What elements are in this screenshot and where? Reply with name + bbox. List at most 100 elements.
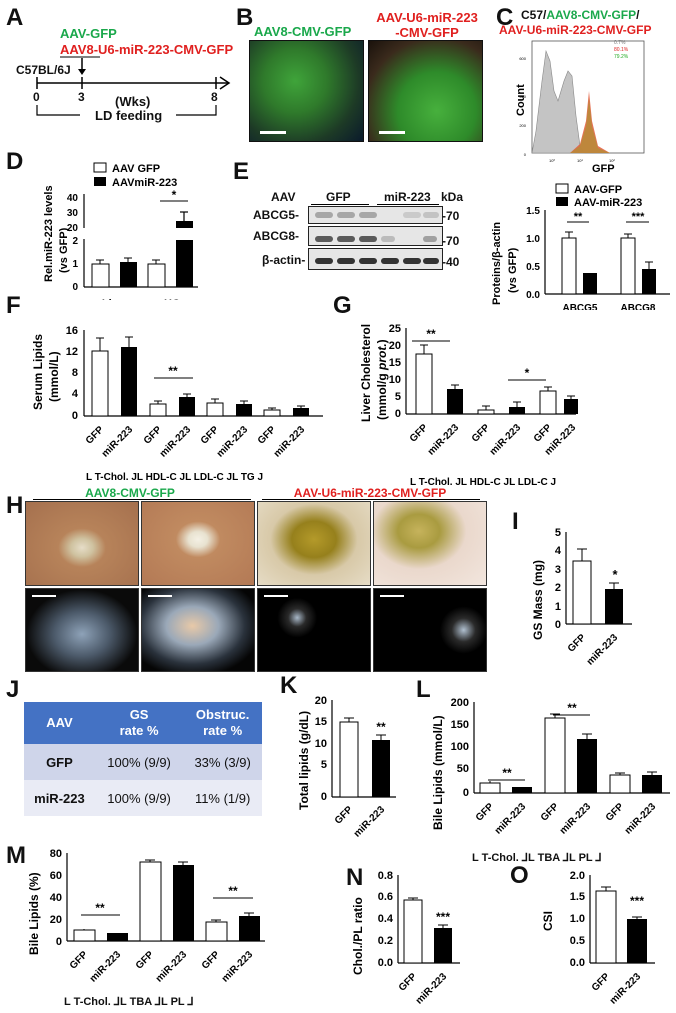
svg-text:80: 80 — [50, 848, 62, 860]
svg-text:400: 400 — [519, 94, 526, 99]
svg-text:**: ** — [376, 720, 386, 734]
title-gfp: AAV8-CMV-GFP — [546, 8, 637, 22]
svg-text:GFP: GFP — [333, 804, 356, 827]
svg-text:12: 12 — [66, 346, 78, 358]
svg-text:miR-223: miR-223 — [215, 424, 251, 460]
svg-text:GFP: GFP — [474, 801, 497, 824]
svg-text:15: 15 — [389, 357, 401, 369]
svg-text:**: ** — [228, 884, 238, 898]
panel-label-k: K — [280, 672, 298, 699]
svg-text:2.0: 2.0 — [570, 870, 585, 882]
svg-text:0: 0 — [463, 787, 469, 799]
svg-text:(mmol/g prot.): (mmol/g prot.) — [375, 339, 389, 420]
header-text: rate % — [203, 723, 243, 738]
svg-text:2: 2 — [555, 582, 561, 594]
header-text: GS — [129, 707, 149, 722]
panel-label-l: L — [416, 676, 431, 703]
svg-text:10: 10 — [389, 374, 401, 386]
unit-label: (Wks) — [115, 94, 151, 109]
svg-text:16: 16 — [66, 325, 78, 337]
svg-text:Liver Cholesterol: Liver Cholesterol — [359, 324, 373, 422]
gallbladder-photo-gfp-1 — [25, 501, 139, 586]
treatment-label-mir223: AAV8-U6-miR-223-CMV-GFP — [60, 42, 234, 57]
svg-text:1.5: 1.5 — [526, 206, 540, 217]
panel-label-e: E — [233, 158, 250, 185]
svg-text:0: 0 — [555, 619, 561, 631]
timeline-diagram — [36, 56, 231, 116]
svg-text:10¹: 10¹ — [577, 158, 583, 163]
image-title-line2: -CMV-GFP — [395, 25, 459, 40]
chart-g: Liver Cholesterol (mmol/g prot.) 25 20 1… — [359, 323, 578, 488]
svg-text:miR-223: miR-223 — [623, 801, 659, 837]
svg-text:GFP: GFP — [590, 971, 613, 994]
svg-text:1.0: 1.0 — [526, 234, 540, 245]
svg-text:15: 15 — [315, 716, 327, 728]
chart-o: CSI 2.0 1.5 1.0 0.5 0.0 *** GFP miR-223 — [541, 870, 655, 1007]
panel-label-n: N — [346, 864, 364, 891]
panel-label-i: I — [512, 508, 519, 535]
svg-text:ABCG5: ABCG5 — [562, 303, 597, 310]
svg-text:ABCG8: ABCG8 — [620, 303, 655, 310]
svg-text:Liver: Liver — [102, 298, 129, 300]
svg-text:0.5: 0.5 — [570, 935, 585, 947]
photo-group-gfp: AAV8-CMV-GFP — [85, 486, 175, 500]
svg-text:20: 20 — [50, 914, 62, 926]
svg-text:1.5: 1.5 — [570, 891, 585, 903]
svg-text:0.8: 0.8 — [378, 870, 393, 882]
svg-text:GFP: GFP — [134, 949, 157, 972]
panel-label-c: C — [496, 4, 514, 31]
svg-text:AAV GFP: AAV GFP — [112, 163, 160, 175]
table-cell: 11% (1/9) — [183, 780, 262, 816]
blot-header: AAV — [271, 190, 296, 204]
flow-title-line2: AAV-U6-miR-223-CMV-GFP — [499, 23, 652, 37]
blot-group-gfp: GFP — [326, 190, 351, 204]
svg-text:1: 1 — [555, 601, 561, 613]
svg-text:**: ** — [574, 211, 583, 223]
header-obstruc-rate: Obstruc. rate % — [183, 702, 262, 744]
svg-text:1.0: 1.0 — [570, 913, 585, 925]
gallbladder-photo-gfp-2 — [141, 501, 255, 586]
svg-text:GFP: GFP — [199, 424, 222, 447]
group-underline — [33, 499, 251, 500]
svg-text:0.0: 0.0 — [378, 957, 393, 969]
feeding-label: LD feeding — [95, 108, 163, 123]
chart-m: Bile Lipids (%) 80 60 40 20 0 ** ** GFP … — [27, 848, 265, 985]
panel-label-m: M — [6, 842, 26, 869]
svg-text:(vs GFP): (vs GFP) — [58, 227, 70, 273]
header-text: Obstruc. — [195, 707, 250, 722]
svg-text:GFP: GFP — [566, 632, 589, 655]
svg-text:40: 40 — [67, 193, 79, 204]
header-text: rate % — [119, 723, 159, 738]
microscopy-image-mir223 — [368, 40, 483, 142]
svg-text:**: ** — [95, 901, 105, 915]
svg-text:miR-223: miR-223 — [100, 424, 136, 460]
svg-text:0.6: 0.6 — [378, 891, 393, 903]
svg-text:miR-223: miR-223 — [88, 949, 124, 985]
image-title-gfp: AAV8-CMV-GFP — [254, 24, 352, 39]
svg-text:miR-223: miR-223 — [414, 971, 450, 1007]
svg-text:0.2: 0.2 — [378, 935, 393, 947]
panel-label-h: H — [6, 492, 24, 519]
svg-text:Rel.miR-223 levels: Rel.miR-223 levels — [43, 185, 55, 282]
panel-label-o: O — [510, 862, 529, 889]
header-text: AAV — [46, 715, 73, 730]
flow-histogram: 0 200 400 600 10⁰ 10¹ 10² GFP Count — [515, 40, 645, 175]
marker-70: -70 — [442, 209, 460, 223]
crystal-micrograph-gfp-1 — [25, 588, 139, 672]
crystal-micrograph-mir223-2 — [373, 588, 487, 672]
svg-text:0.4: 0.4 — [378, 913, 394, 925]
svg-text:100: 100 — [451, 741, 469, 753]
chart-n: Chol./PL ratio 0.8 0.6 0.4 0.2 0.0 *** G… — [351, 870, 460, 1007]
svg-text:150: 150 — [451, 719, 469, 731]
svg-text:40: 40 — [50, 892, 62, 904]
svg-text:20: 20 — [389, 340, 401, 352]
treatment-label-gfp: AAV-GFP — [60, 26, 117, 41]
svg-text:GFP: GFP — [84, 424, 107, 447]
gallstone-rate-table: AAV GS rate % Obstruc. rate % GFP 100% (9/… — [24, 702, 262, 816]
svg-text:5: 5 — [555, 527, 561, 539]
svg-text:2: 2 — [72, 236, 78, 247]
scale-bar — [380, 595, 404, 597]
svg-text:GFP: GFP — [397, 971, 420, 994]
group-underline — [262, 499, 480, 500]
svg-text:L T-Chol. JL HDL-C JL LDL-C JL: L T-Chol. JL HDL-C JL LDL-C JL TG J — [86, 472, 263, 483]
